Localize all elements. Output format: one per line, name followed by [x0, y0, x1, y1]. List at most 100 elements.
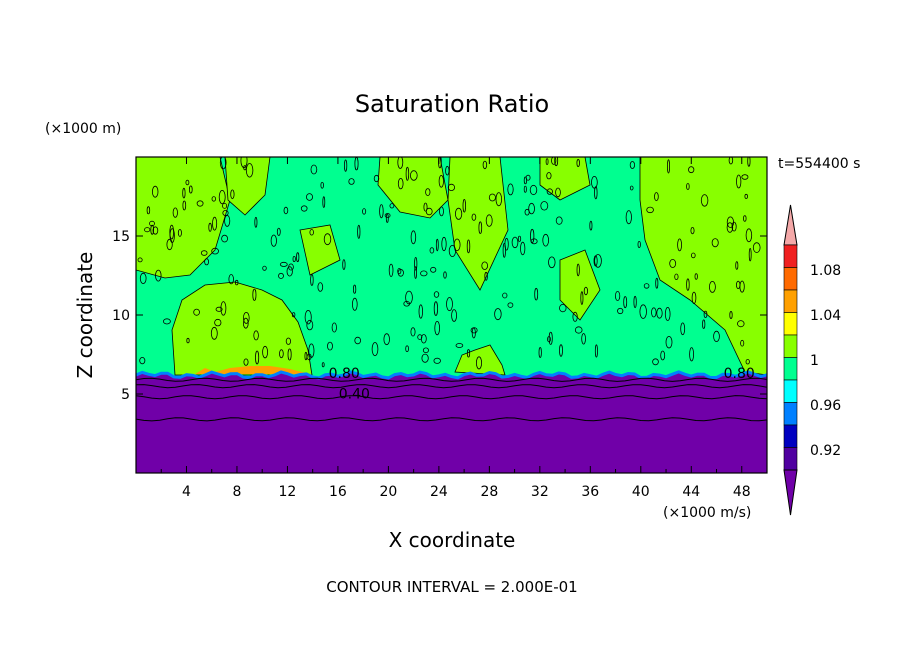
contour-blob: [305, 193, 313, 201]
colorbar-swatch: [783, 244, 798, 268]
contour-blob: [221, 234, 229, 243]
contour-blob: [655, 277, 659, 289]
contour-blob: [534, 287, 539, 301]
supersat-patch: [136, 157, 231, 279]
contour-blob: [637, 240, 641, 248]
contour-blob: [169, 224, 175, 240]
contour-blob: [502, 242, 506, 258]
contour-blob: [737, 320, 745, 328]
contour-blob: [741, 174, 749, 180]
contour-blob: [554, 157, 559, 167]
x-tick-label: 20: [379, 484, 397, 500]
contour-blob: [594, 186, 598, 200]
plot-area: [136, 157, 767, 473]
colorbar-legend: 1.08 1.04 1 0.96 0.92: [783, 204, 841, 516]
contour-blob: [351, 297, 358, 311]
x-tick-label: 36: [581, 484, 599, 500]
contour-blob: [665, 336, 673, 349]
contour-blob: [383, 333, 390, 346]
colorbar-swatch: [783, 312, 798, 336]
contour-blob: [212, 216, 218, 231]
contour-blob: [255, 350, 260, 365]
contour-blob: [403, 300, 411, 307]
contour-blob: [291, 312, 296, 318]
colorbar-bottom-arrow: [783, 469, 798, 516]
chart-title: Saturation Ratio: [355, 90, 549, 118]
contour-blob: [219, 157, 227, 170]
contour-blob: [240, 157, 248, 168]
contour-blob: [152, 226, 159, 235]
contour-blob: [664, 306, 671, 321]
contour-blob: [230, 189, 235, 200]
contour-blob: [438, 175, 444, 188]
colorbar-swatch: [783, 289, 798, 313]
contour-line: [136, 377, 767, 382]
x-tick-label: 4: [182, 484, 191, 500]
dry-layer: [136, 371, 767, 473]
contour-blob: [222, 202, 228, 209]
contour-blob: [285, 337, 291, 345]
contour-blob: [478, 221, 483, 235]
contour-blob: [320, 182, 324, 189]
x-tick-label: 8: [232, 484, 241, 500]
supersat-patch: [171, 281, 313, 376]
contour-blob: [220, 301, 227, 316]
contour-blob: [409, 170, 418, 181]
contour-blob: [162, 318, 171, 325]
contour-blob: [547, 336, 551, 343]
contour-blob: [484, 271, 488, 281]
x-tick-label: 40: [632, 484, 650, 500]
x-tick-label: 44: [682, 484, 700, 500]
contour-blob: [651, 307, 657, 318]
y-tick-label: 5: [121, 387, 130, 403]
contour-blob: [150, 224, 155, 235]
contour-blob: [690, 227, 695, 235]
contour-blob: [555, 216, 563, 225]
contour-blob: [453, 238, 461, 252]
contour-blob: [397, 267, 402, 275]
contour-blob: [210, 326, 218, 340]
contour-blob: [421, 353, 429, 363]
contour-blob: [507, 302, 514, 308]
contour-blob: [429, 247, 435, 254]
x-tick-label: 24: [430, 484, 448, 500]
contour-labels: 0.80 0.40 0.80: [329, 366, 755, 403]
contour-blob: [745, 359, 750, 365]
contour-blob: [617, 307, 624, 315]
contour-blob: [433, 291, 440, 298]
contour-blob: [292, 255, 296, 262]
contour-blob: [583, 286, 589, 296]
contour-blob: [434, 320, 441, 336]
contour-blob: [430, 266, 437, 273]
contour-blob: [548, 331, 553, 345]
contour-blob: [674, 273, 679, 280]
contour-blob: [384, 213, 391, 218]
x-tick-label: 16: [329, 484, 347, 500]
contour-blob: [735, 261, 739, 270]
contour-blob: [451, 309, 458, 322]
contour-blob: [172, 207, 178, 218]
contour-blob: [405, 290, 413, 305]
contour-blob: [410, 327, 416, 337]
colorbar-swatch: [783, 379, 798, 403]
contour-blob: [545, 158, 549, 165]
contour-blob: [322, 196, 326, 208]
contour-blob: [507, 183, 514, 196]
colorbar-swatch: [783, 267, 798, 291]
contour-blob: [691, 291, 697, 304]
colorbar-label: 1.08: [810, 263, 841, 279]
colorbar-swatch: [783, 424, 798, 448]
contour-blob: [447, 183, 455, 191]
supersat-patch: [539, 157, 591, 201]
colorbar-swatch: [783, 357, 798, 381]
contour-blob: [623, 296, 628, 309]
contour-blob: [177, 228, 182, 237]
contour-blob: [357, 224, 361, 239]
contour-line: [136, 417, 767, 422]
y-axis-label: Z coordinate: [73, 252, 97, 379]
contour-blob: [146, 206, 151, 215]
contour-blob: [151, 185, 159, 198]
contour-blob: [306, 319, 314, 331]
contour-blob: [304, 310, 312, 325]
contour-blob: [245, 163, 254, 178]
